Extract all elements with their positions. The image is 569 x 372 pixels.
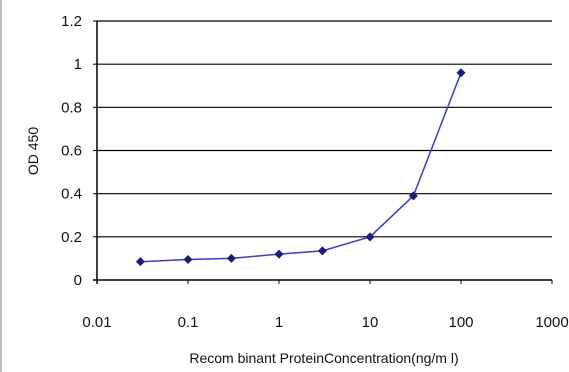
y-tick-labels: 0 0.2 0.4 0.6 0.8 1 1.2 <box>61 13 97 289</box>
x-tick-label: 100 <box>448 314 473 331</box>
y-tick-label: 0.2 <box>61 229 82 246</box>
x-tick-label: 10 <box>362 314 379 331</box>
data-point-marker <box>408 191 418 201</box>
x-tick-label: 1000 <box>535 314 568 331</box>
x-tick-label: 0.01 <box>82 314 111 331</box>
data-point-marker <box>135 257 145 267</box>
y-axis-title: OD 450 <box>25 127 41 175</box>
left-frame-line <box>0 0 2 372</box>
gridlines <box>97 20 552 238</box>
data-point-marker <box>365 232 375 242</box>
y-tick-label: 0.4 <box>61 186 82 203</box>
data-point-marker <box>274 249 284 259</box>
y-tick-label: 0.6 <box>61 143 82 160</box>
series-markers <box>135 68 466 267</box>
x-tick-labels: 0.01 0.1 1 10 100 1000 <box>82 280 569 331</box>
x-tick-label: 1 <box>275 314 283 331</box>
y-tick-label: 1.2 <box>61 13 82 30</box>
y-tick-label: 0 <box>74 272 82 289</box>
data-point-marker <box>317 246 327 256</box>
y-tick-label: 1 <box>74 56 82 73</box>
y-tick-label: 0.8 <box>61 99 82 116</box>
data-point-marker <box>456 68 466 78</box>
x-tick-label: 0.1 <box>178 314 199 331</box>
data-point-marker <box>183 254 193 264</box>
x-axis-title: Recom binant ProteinConcentration(ng/m l… <box>189 350 458 366</box>
series-line <box>140 72 462 263</box>
data-point-marker <box>226 253 236 263</box>
